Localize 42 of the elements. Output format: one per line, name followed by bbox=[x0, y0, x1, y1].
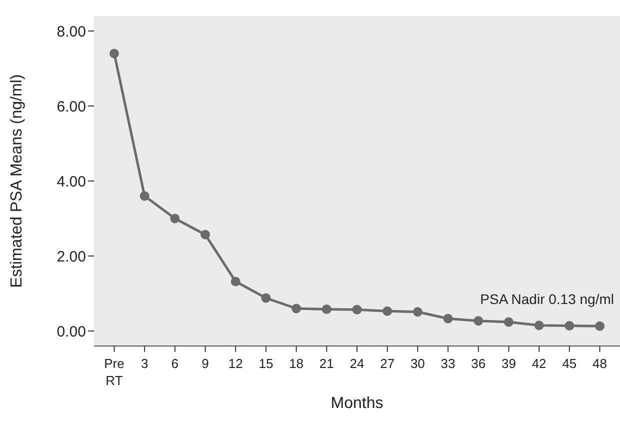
x-tick-label: 39 bbox=[501, 356, 516, 371]
point bbox=[504, 317, 514, 327]
x-tick-label: 9 bbox=[202, 356, 209, 371]
x-tick-label: 24 bbox=[350, 356, 364, 371]
x-tick-label: 27 bbox=[380, 356, 395, 371]
point bbox=[322, 304, 332, 314]
point bbox=[292, 304, 302, 314]
annotation: PSA Nadir 0.13 ng/ml bbox=[480, 291, 614, 307]
x-tick-label: 45 bbox=[562, 356, 577, 371]
y-tick-label: 6.00 bbox=[56, 98, 86, 116]
point bbox=[382, 306, 392, 316]
x-tick-label: 48 bbox=[592, 356, 608, 371]
point bbox=[170, 214, 180, 224]
x-tick-label: 6 bbox=[171, 356, 179, 371]
x-tick-label: 33 bbox=[440, 356, 456, 371]
point bbox=[474, 316, 484, 326]
point bbox=[412, 307, 422, 317]
x-tick-label: 12 bbox=[228, 356, 243, 371]
point bbox=[230, 276, 240, 286]
point bbox=[534, 320, 544, 330]
point bbox=[595, 321, 605, 331]
x-tick-label: 3 bbox=[140, 356, 148, 371]
y-tick-label: 4.00 bbox=[56, 173, 86, 190]
point bbox=[352, 304, 362, 314]
y-axis-title: Estimated PSA Means (ng/ml) bbox=[8, 74, 26, 288]
x-tick-label: 36 bbox=[471, 356, 486, 371]
point bbox=[564, 321, 574, 330]
y-tick-label: 2.00 bbox=[56, 248, 86, 266]
x-tick-label: 30 bbox=[410, 356, 425, 371]
point bbox=[200, 230, 210, 240]
x-axis-title: Months bbox=[330, 395, 384, 412]
y-tick-label: 0.00 bbox=[56, 323, 86, 340]
y-tick-label: 8.00 bbox=[56, 23, 86, 40]
point bbox=[261, 293, 271, 303]
x-tick-label: 42 bbox=[532, 356, 546, 371]
point bbox=[109, 48, 119, 58]
x-tick-label: 18 bbox=[289, 356, 304, 371]
x-tick-label: 15 bbox=[258, 356, 274, 371]
point bbox=[443, 314, 453, 324]
x-tick-label: 21 bbox=[319, 356, 334, 371]
point bbox=[140, 191, 150, 201]
x-tick-label: Pre RT bbox=[104, 356, 124, 388]
